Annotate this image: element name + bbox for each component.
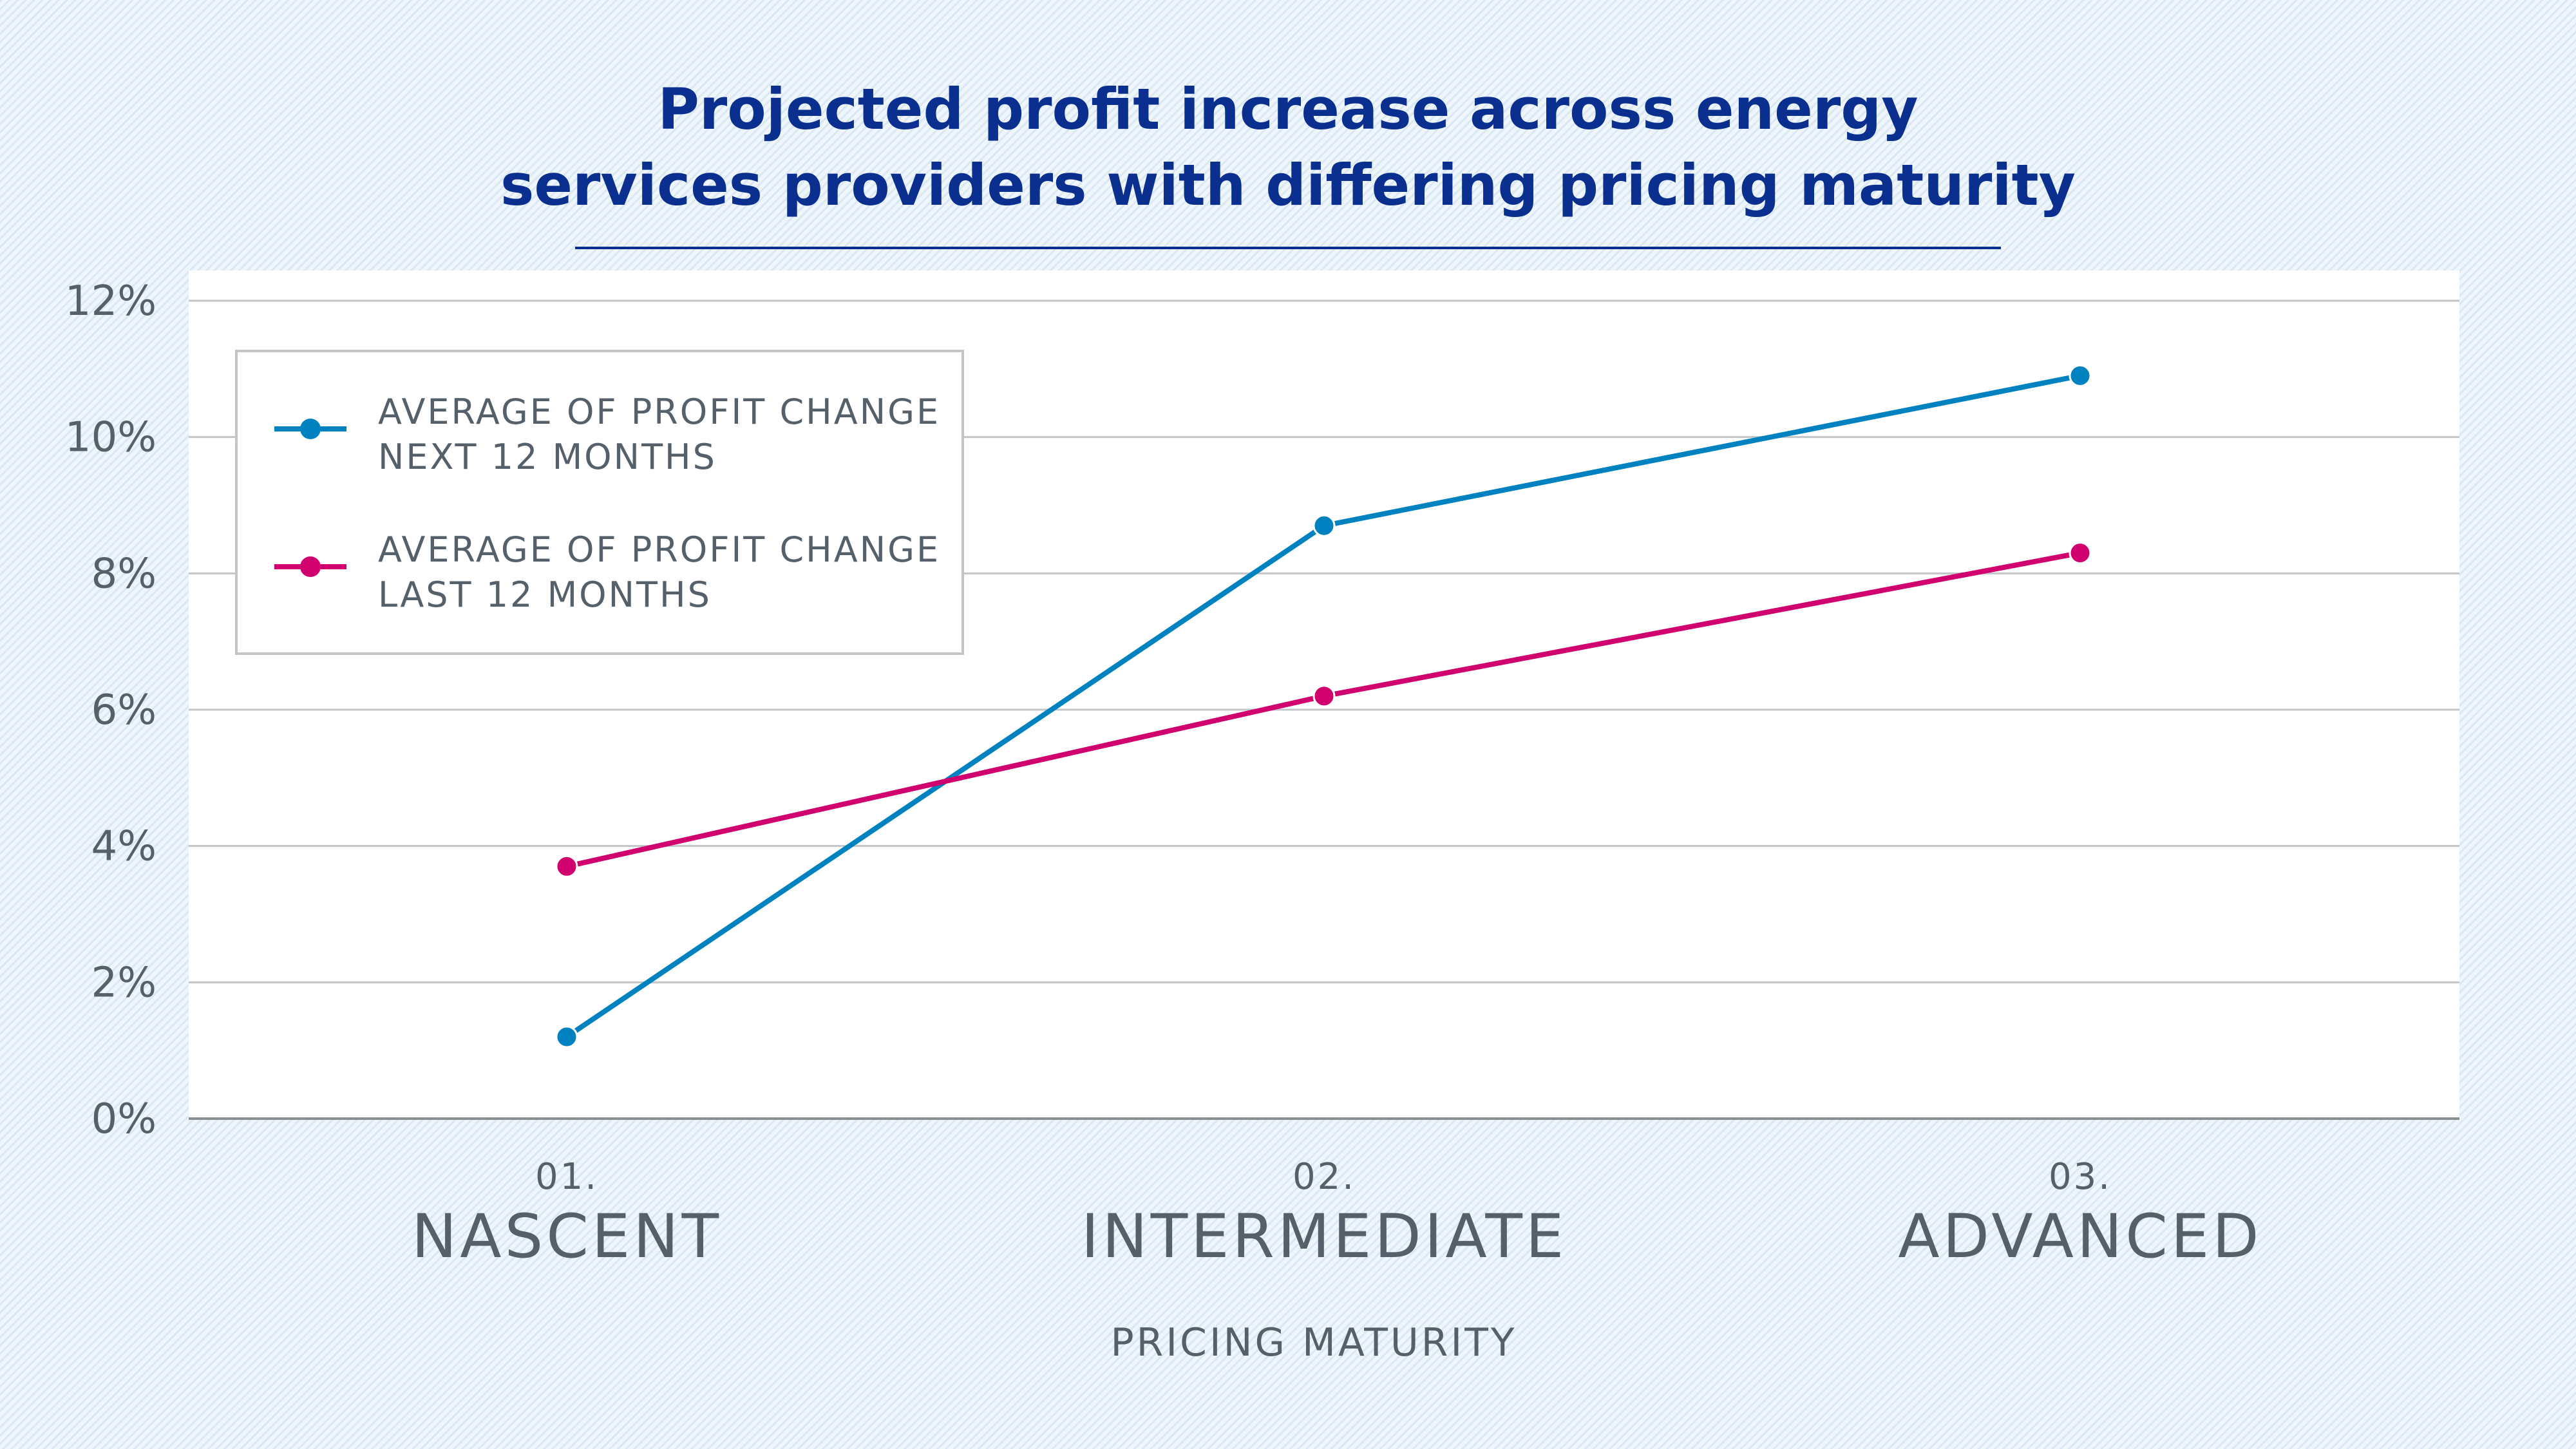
chart-title-line-2: services providers with differing pricin…	[500, 152, 2076, 218]
x-tick-number: 03.	[2049, 1156, 2112, 1198]
x-tick-label: NASCENT	[412, 1202, 722, 1272]
y-tick-label: 8%	[91, 550, 156, 598]
x-tick-number: 02.	[1293, 1156, 1356, 1198]
data-point	[1312, 685, 1336, 708]
y-tick-label: 0%	[91, 1095, 156, 1143]
legend-marker	[300, 419, 321, 439]
y-tick-label: 10%	[65, 414, 156, 462]
x-tick-number: 01.	[535, 1156, 598, 1198]
chart-title-line-1: Projected profit increase across energy	[658, 76, 1918, 142]
data-point	[2069, 542, 2092, 565]
data-point	[1312, 514, 1336, 537]
legend-box	[235, 350, 964, 655]
x-tick-label: INTERMEDIATE	[1081, 1202, 1567, 1272]
data-point	[555, 855, 578, 878]
legend: AVERAGE OF PROFIT CHANGE NEXT 12 MONTHS AV…	[235, 350, 964, 655]
x-axis-label: PRICING MATURITY	[1110, 1320, 1517, 1365]
x-tick-label: ADVANCED	[1898, 1202, 2262, 1272]
data-point	[2069, 364, 2092, 387]
data-point	[555, 1025, 578, 1048]
legend-label: AVERAGE OF PROFIT CHANGE	[378, 529, 940, 570]
y-tick-label: 4%	[91, 823, 156, 871]
legend-label: AVERAGE OF PROFIT CHANGE	[378, 392, 940, 432]
y-tick-label: 2%	[91, 959, 156, 1007]
legend-marker	[300, 556, 321, 577]
y-tick-label: 12%	[65, 278, 156, 325]
y-tick-label: 6%	[91, 687, 156, 734]
legend-label: LAST 12 MONTHS	[378, 574, 712, 615]
legend-label: NEXT 12 MONTHS	[378, 437, 717, 477]
